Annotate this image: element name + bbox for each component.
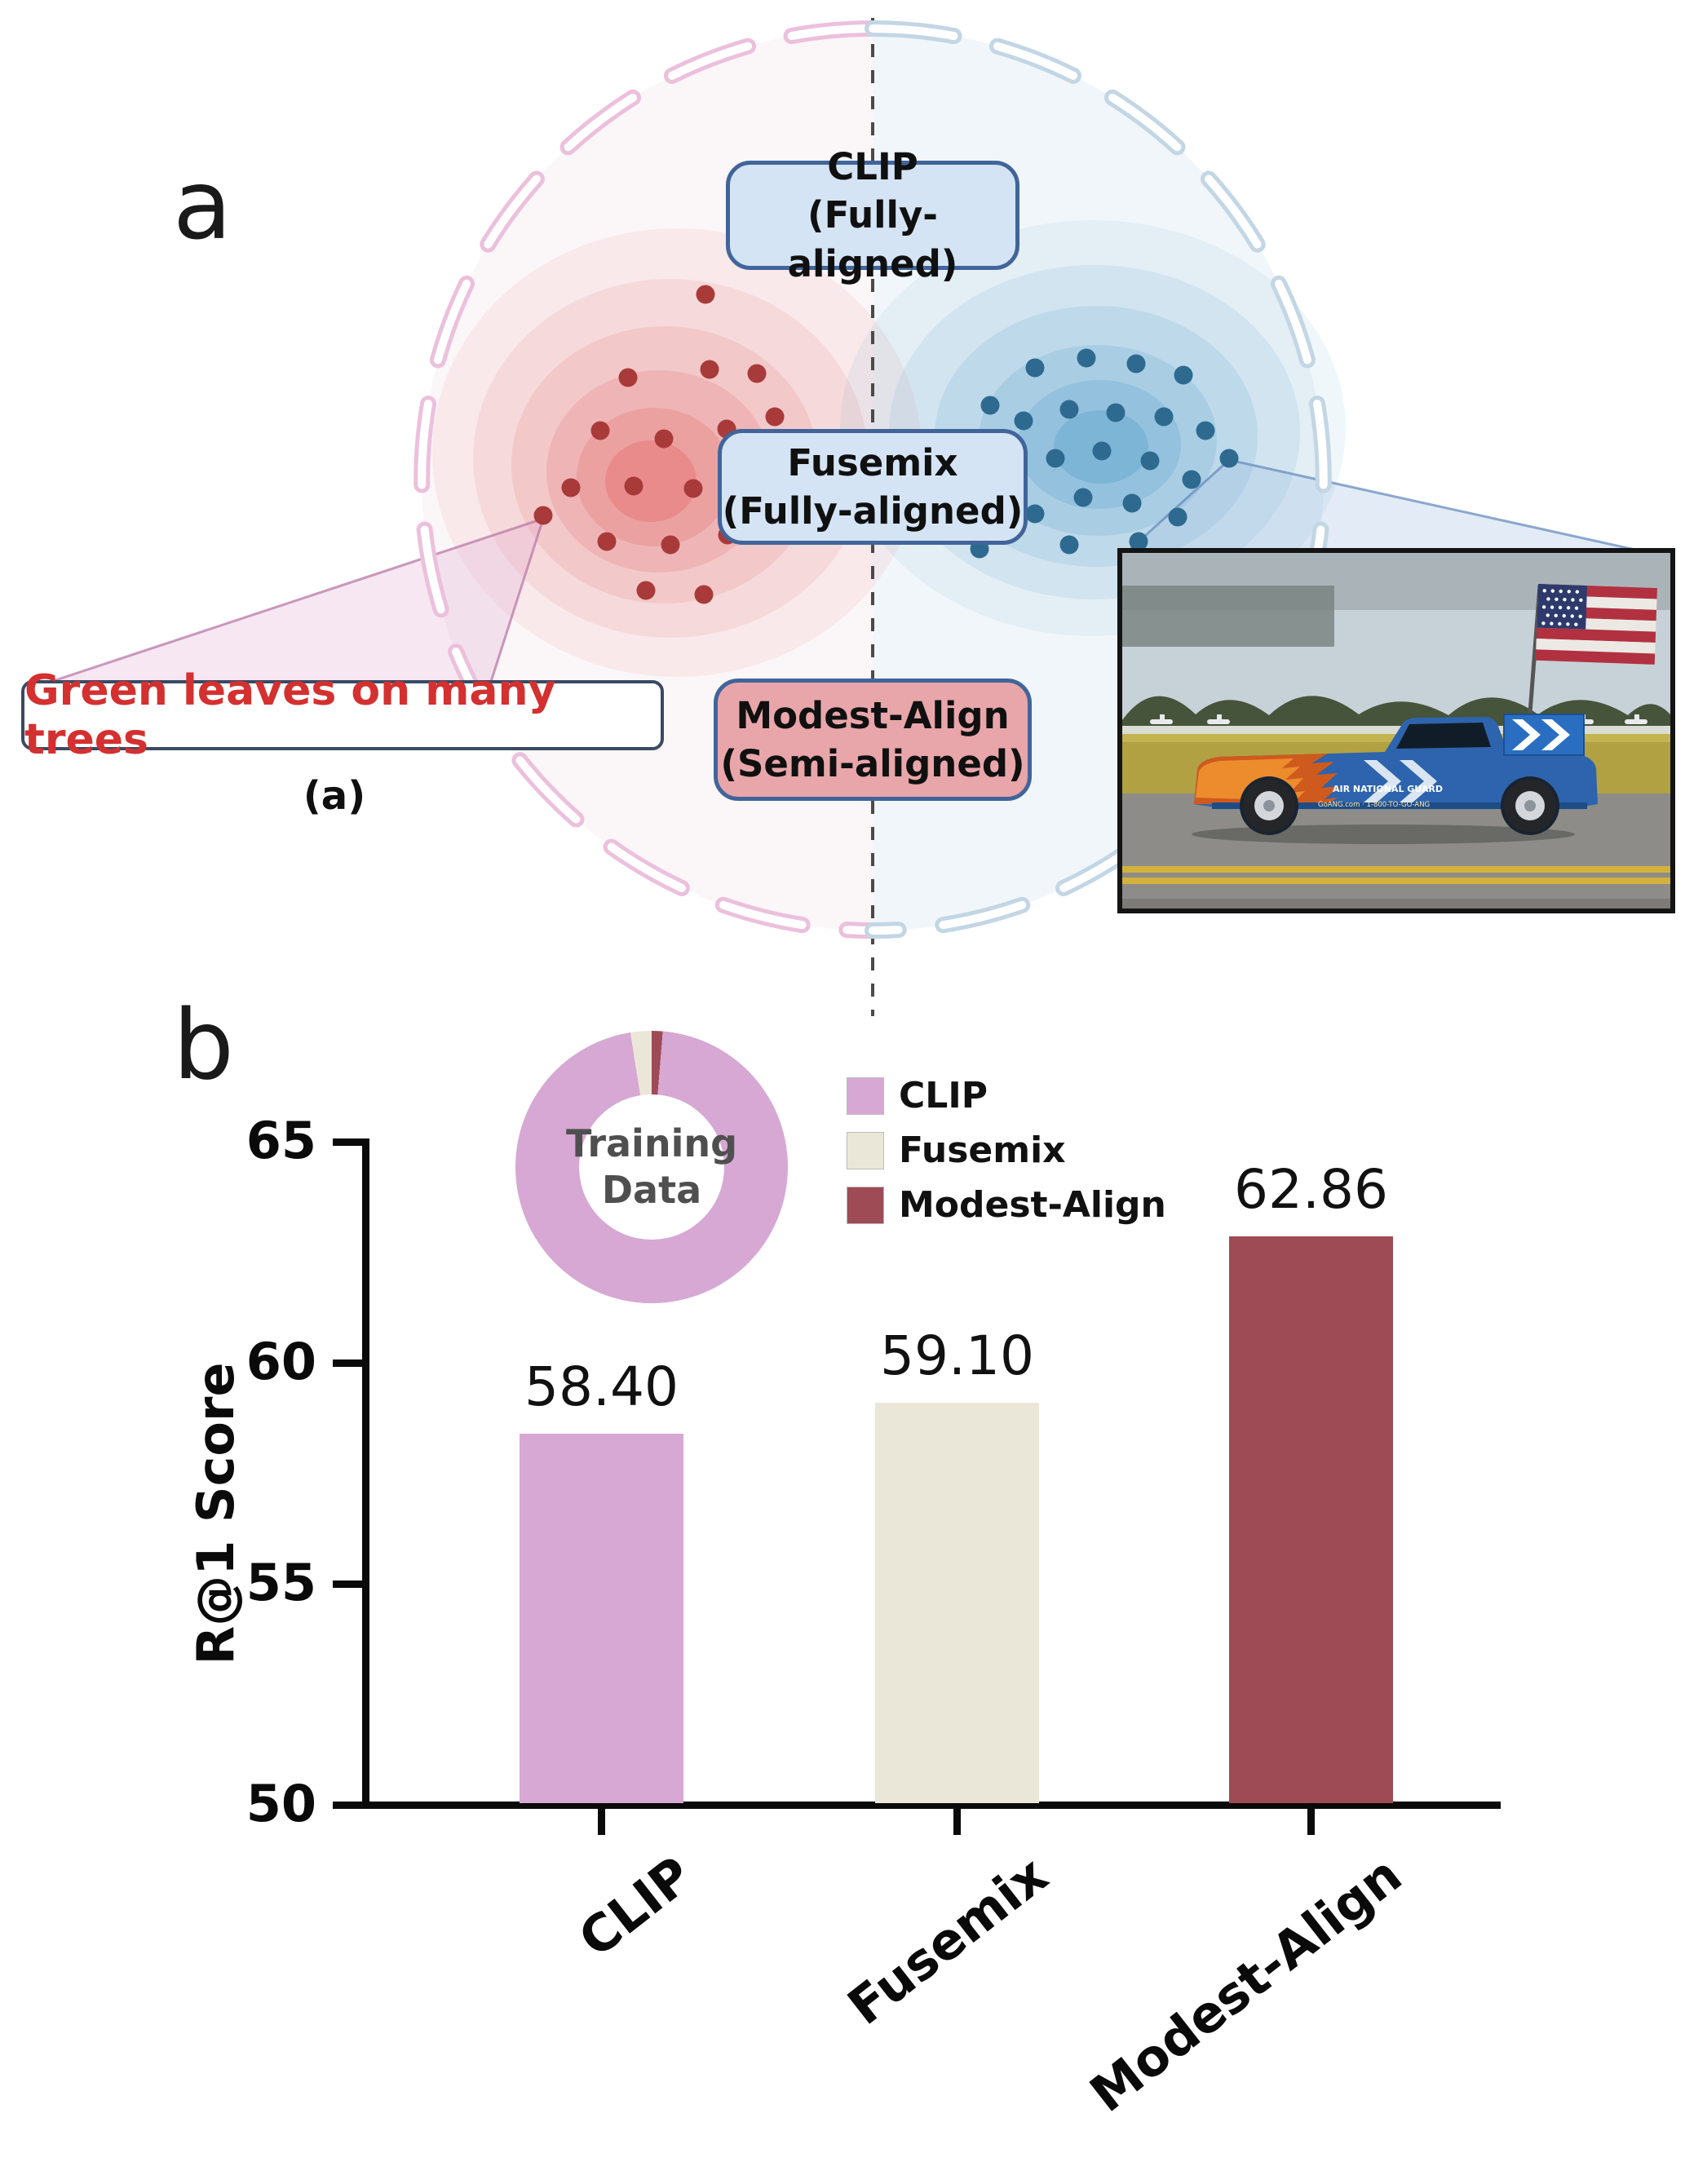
modest-align-method-subtitle: (Semi-aligned)	[720, 742, 1025, 785]
panel-a-caption: (a)	[303, 773, 366, 819]
panel-a-label: a	[173, 148, 232, 261]
legend-swatch	[847, 1077, 884, 1115]
y-tick-label: 60	[245, 1332, 316, 1391]
truck-door-text: AIR NATIONAL GUARD	[1333, 784, 1443, 794]
y-tick-label: 50	[245, 1774, 316, 1833]
embedding-space-circle	[414, 20, 1332, 939]
donut-label: Training Data	[566, 1094, 737, 1240]
bar-fusemix	[875, 1402, 1039, 1803]
legend-swatch	[847, 1131, 884, 1169]
legend-label: CLIP	[899, 1075, 988, 1116]
fusemix-method-subtitle: (Fully-aligned)	[722, 489, 1024, 533]
modest-align-method-box: Modest-Align (Semi-aligned)	[714, 679, 1032, 801]
image-callout-photo: AIR NATIONAL GUARD GoANG.com · 1-800-TO-…	[1117, 548, 1675, 913]
y-tick	[333, 1581, 365, 1588]
bar-value-label: 62.86	[1234, 1157, 1388, 1221]
y-tick	[333, 1138, 365, 1146]
legend-item-clip: CLIP	[847, 1075, 1166, 1116]
bar-value-label: 58.40	[524, 1355, 679, 1418]
donut-label-line2: Data	[601, 1168, 702, 1212]
x-tick	[1307, 1807, 1315, 1835]
clip-method-subtitle: (Fully-aligned)	[787, 193, 958, 285]
truck-sponsor-text: GoANG.com · 1-800-TO-GO-ANG	[1318, 801, 1430, 809]
fusemix-method-box: Fusemix (Fully-aligned)	[718, 429, 1028, 545]
y-tick	[333, 1802, 365, 1809]
y-tick-label: 65	[245, 1111, 316, 1170]
y-axis-line	[362, 1138, 369, 1806]
x-tick	[598, 1807, 605, 1835]
bar-clip	[520, 1433, 683, 1803]
y-tick-label: 55	[245, 1553, 316, 1612]
parked-planes	[1150, 714, 1647, 724]
panel-b-label: b	[173, 988, 234, 1101]
legend: CLIP Fusemix Modest-Align	[847, 1075, 1166, 1226]
fusemix-method-title: Fusemix	[787, 440, 958, 484]
legend-label: Modest-Align	[899, 1184, 1166, 1226]
x-tick	[953, 1807, 961, 1835]
clip-method-box: CLIP (Fully-aligned)	[726, 145, 1019, 285]
text-callout-label: Green leaves on many trees	[24, 666, 556, 764]
text-embedding-cluster	[432, 228, 922, 677]
legend-label: Fusemix	[899, 1130, 1066, 1171]
us-flag	[1524, 584, 1657, 756]
race-truck: AIR NATIONAL GUARD GoANG.com · 1-800-TO-…	[1192, 714, 1598, 844]
donut-chart: Training Data	[515, 1031, 788, 1303]
y-tick	[333, 1359, 365, 1367]
modest-align-method-title: Modest-Align	[736, 693, 1010, 737]
x-axis-line	[362, 1802, 1501, 1809]
bar-value-label: 59.10	[880, 1324, 1034, 1387]
legend-swatch	[847, 1186, 884, 1224]
legend-item-modest-align: Modest-Align	[847, 1184, 1166, 1226]
donut-label-line1: Training	[566, 1121, 738, 1165]
bar-modest-align	[1229, 1236, 1393, 1803]
text-callout: Green leaves on many trees	[21, 666, 664, 764]
truck-photo-illustration: AIR NATIONAL GUARD GoANG.com · 1-800-TO-…	[1122, 553, 1670, 909]
clip-method-title: CLIP	[827, 144, 918, 188]
legend-item-fusemix: Fusemix	[847, 1130, 1166, 1171]
